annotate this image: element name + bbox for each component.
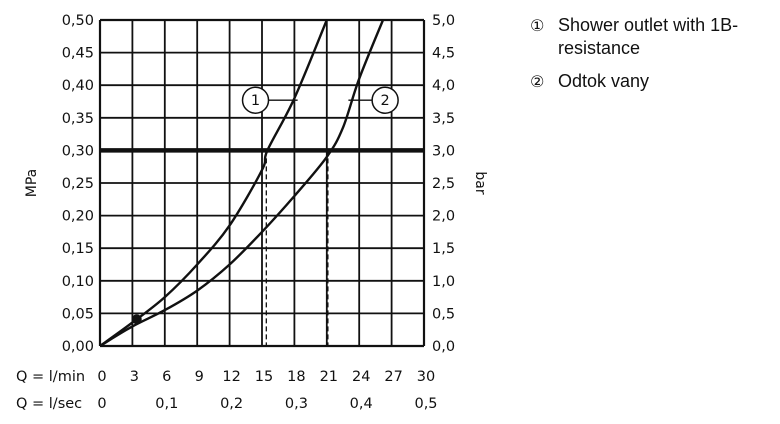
y-tick-label: 0,15 (62, 241, 94, 257)
marker-point (131, 314, 142, 325)
x-axis-lsec-ticks: 0 0,1 0,2 0,3 0,4 0,5 (97, 396, 437, 412)
y2-tick-label: 4,0 (432, 78, 455, 94)
legend-number-2: ② (530, 72, 545, 91)
y-tick-label: 0,45 (62, 46, 94, 62)
legend-text-2: Odtok vany (558, 71, 650, 91)
curve-2 (99, 19, 385, 348)
y-tick-label: 0,35 (62, 111, 94, 127)
x2-tick-label: 0,5 (414, 396, 437, 412)
y-tick-label: 0,05 (62, 306, 94, 322)
x-tick-label: 12 (222, 369, 240, 385)
y-axis-right-label: bar (472, 171, 488, 194)
curve-1 (99, 19, 328, 347)
x-axis-lmin-label: Q = l/min (16, 369, 85, 385)
y-axis-left-label: MPa (24, 169, 40, 197)
x-tick-label: 30 (417, 369, 435, 385)
y-axis-right-ticks: 0,0 0,5 1,0 1,5 2,0 2,5 3,0 3,5 4,0 4,5 5,0 (432, 13, 455, 355)
legend-item-2: ② Odtok vany (530, 70, 775, 93)
curve-label-2: 2 (348, 86, 399, 114)
y2-tick-label: 3,0 (432, 143, 455, 159)
x-tick-label: 18 (287, 369, 305, 385)
y2-tick-label: 4,5 (432, 46, 455, 62)
curve-label-2-text: 2 (381, 93, 390, 109)
x-tick-label: 6 (162, 369, 171, 385)
grid (98, 18, 426, 348)
drop-lines (265, 150, 329, 346)
x2-tick-label: 0,2 (220, 396, 243, 412)
curve-label-1-text: 1 (251, 93, 260, 109)
y2-tick-label: 0,5 (432, 306, 455, 322)
y2-tick-label: 2,0 (432, 209, 455, 225)
y-axis-left-ticks: 0,00 0,05 0,10 0,15 0,20 0,25 0,30 0,35 0,40 0,45… (62, 13, 94, 355)
legend: ① Shower outlet with 1B-resistance ② Odt… (530, 14, 775, 103)
legend-number-1: ① (530, 16, 545, 35)
y-tick-label: 0,10 (62, 274, 94, 290)
y-tick-label: 0,25 (62, 176, 94, 192)
y2-tick-label: 2,5 (432, 176, 455, 192)
x2-tick-label: 0,1 (155, 396, 178, 412)
x-tick-label: 24 (352, 369, 370, 385)
x-axis-lsec-label: Q = l/sec (16, 396, 82, 412)
y-tick-label: 0,00 (62, 339, 94, 355)
x-axis-lmin-ticks: 0 3 6 9 12 15 18 21 24 27 30 (97, 369, 435, 385)
curve-label-1: 1 (241, 86, 298, 114)
y2-tick-label: 3,5 (432, 111, 455, 127)
y2-tick-label: 1,0 (432, 274, 455, 290)
x-tick-label: 15 (255, 369, 273, 385)
y-tick-label: 0,40 (62, 78, 94, 94)
y2-tick-label: 0,0 (432, 339, 455, 355)
x2-tick-label: 0 (97, 396, 106, 412)
legend-item-1: ① Shower outlet with 1B-resistance (530, 14, 775, 60)
flow-pressure-chart: 1 2 0,000,050,100,150,200,250,300,350,40… (16, 13, 488, 412)
x-tick-label: 27 (384, 369, 402, 385)
x2-tick-label: 0,3 (285, 396, 308, 412)
x2-tick-label: 0,4 (350, 396, 373, 412)
y2-tick-label: 1,5 (432, 241, 455, 257)
y-tick-label: 0,30 (62, 143, 94, 159)
y-tick-label: 0,50 (62, 13, 94, 29)
x-tick-label: 3 (130, 369, 139, 385)
y2-tick-label: 5,0 (432, 13, 455, 29)
x-tick-label: 0 (97, 369, 106, 385)
x-tick-label: 21 (320, 369, 338, 385)
x-tick-label: 9 (195, 369, 204, 385)
legend-text-1: Shower outlet with 1B-resistance (558, 15, 739, 58)
y-tick-label: 0,20 (62, 209, 94, 225)
